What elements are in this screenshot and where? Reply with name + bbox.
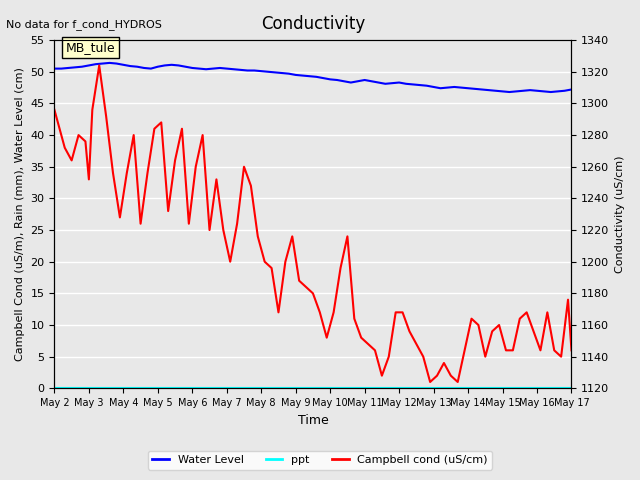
Text: No data for f_cond_HYDROS: No data for f_cond_HYDROS	[6, 19, 163, 30]
Legend: Water Level, ppt, Campbell cond (uS/cm): Water Level, ppt, Campbell cond (uS/cm)	[148, 451, 492, 469]
X-axis label: Time: Time	[298, 414, 328, 427]
Title: Conductivity: Conductivity	[261, 15, 365, 33]
Y-axis label: Conductivity (uS/cm): Conductivity (uS/cm)	[615, 156, 625, 273]
Y-axis label: Campbell Cond (uS/m), Rain (mm), Water Level (cm): Campbell Cond (uS/m), Rain (mm), Water L…	[15, 67, 25, 361]
Text: MB_tule: MB_tule	[65, 41, 115, 54]
